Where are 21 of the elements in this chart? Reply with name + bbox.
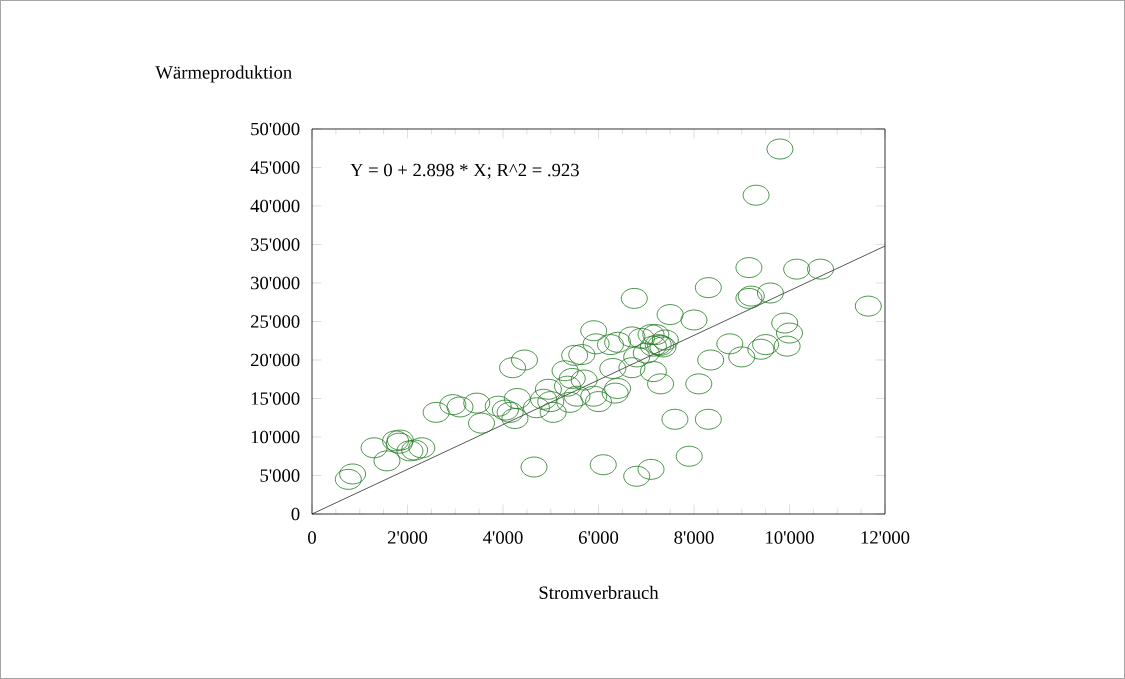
x-tick-label: 12'000 [861,531,910,544]
x-tick-label: 2'000 [387,531,428,544]
y-tick-label: 15'000 [251,392,300,405]
x-tick-label: 10'000 [766,531,814,544]
y-tick-label: 30'000 [251,276,300,290]
annotation: Y = 0 + 2.898 * X; R^2 = .923 [350,163,579,179]
y-tick-label: 0 [291,507,300,521]
x-tick-label: 0 [308,531,316,544]
y-tick-label: 45'000 [250,161,300,174]
x-tick-label: 4'000 [483,531,523,544]
y-tick-label: 40'000 [250,199,300,213]
x-tick-label: 8'000 [674,531,714,544]
y-tick-label: 10'000 [251,430,300,444]
y-tick-label: 5'000 [260,469,300,482]
y-tick-label: 50'000 [251,122,300,136]
y-axis-title: Wärmeproduktion [155,65,292,83]
x-axis-title: Stromverbrauch [539,585,659,599]
y-tick-label: 35'000 [251,238,300,251]
x-tick-label: 6'000 [578,531,619,544]
y-tick-label: 25'000 [250,315,300,328]
y-tick-label: 20'000 [250,353,300,367]
